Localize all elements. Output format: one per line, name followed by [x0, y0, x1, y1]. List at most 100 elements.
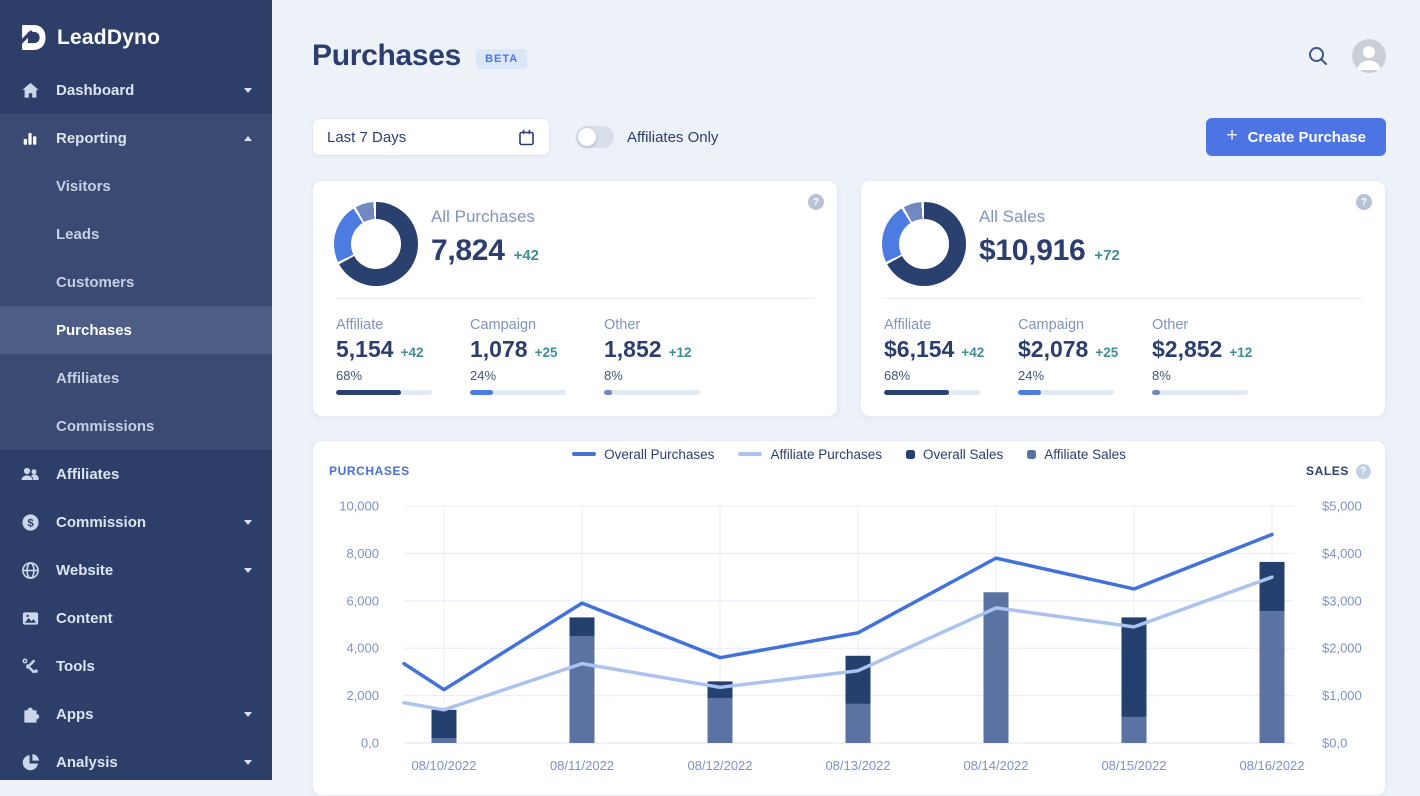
donut-chart [882, 202, 966, 286]
svg-text:08/10/2022: 08/10/2022 [411, 758, 476, 773]
chevron-down-icon [244, 567, 252, 573]
sidebar: LeadDyno Dashboard Reporting Visitors Leads… [0, 0, 272, 780]
sales-help-icon[interactable]: ? [1356, 463, 1371, 479]
breakdown-label: Affiliate [884, 317, 932, 333]
brand-logo[interactable]: LeadDyno [0, 0, 272, 58]
sidebar-item-dashboard[interactable]: Dashboard [0, 66, 272, 114]
brand-name: LeadDyno [57, 25, 161, 49]
breakdown-value: 1,852 [604, 336, 662, 362]
legend-item-overall-sales[interactable]: Overall Sales [906, 447, 1003, 462]
breakdown-progress-fill [470, 390, 494, 395]
legend-item-affiliate-purchases[interactable]: Affiliate Purchases [738, 447, 882, 462]
help-icon[interactable]: ? [808, 194, 824, 210]
breakdown-campaign: Campaign $2,078 +25 24% [1018, 317, 1152, 395]
breakdown-delta: +42 [400, 345, 424, 360]
breakdown-delta: +12 [1229, 345, 1253, 360]
svg-text:08/12/2022: 08/12/2022 [687, 758, 752, 773]
sidebar-item-website[interactable]: Website [0, 546, 272, 594]
breakdown-progress-bar [1152, 390, 1248, 395]
svg-text:08/16/2022: 08/16/2022 [1239, 758, 1304, 773]
chevron-down-icon [244, 711, 252, 717]
date-range-picker[interactable]: Last 7 Days [312, 118, 550, 156]
affiliates-only-label: Affiliates Only [627, 128, 719, 146]
donut-chart [334, 202, 418, 286]
legend-swatch [1027, 449, 1037, 459]
breakdown-progress-bar [470, 390, 566, 395]
breakdown-progress-bar [336, 390, 432, 395]
pie-icon [20, 752, 40, 772]
sidebar-item-reporting[interactable]: Reporting [0, 114, 272, 162]
right-axis-title: SALES ? [1306, 463, 1371, 479]
sidebar-subitem-label: Visitors [56, 177, 111, 195]
help-icon[interactable]: ? [1356, 194, 1372, 210]
sidebar-item-commissions[interactable]: Commissions [0, 402, 272, 450]
breakdown-label: Affiliate [336, 317, 384, 333]
svg-text:4,000: 4,000 [346, 641, 379, 656]
svg-text:6,000: 6,000 [346, 593, 379, 608]
breakdown-value: 1,078 [470, 336, 528, 362]
sidebar-item-commission[interactable]: $ Commission [0, 498, 272, 546]
globe-icon [20, 560, 40, 580]
page-title: Purchases [312, 39, 462, 72]
card-delta: +42 [513, 247, 540, 264]
chevron-down-icon [244, 87, 252, 93]
svg-text:$3,000: $3,000 [1322, 593, 1362, 608]
card-breakdown: Affiliate 5,154 +42 68% Campaign 1,078 +25 24% O… [336, 317, 738, 395]
breakdown-other: Other $2,852 +12 8% [1152, 317, 1286, 395]
beta-badge: BETA [476, 49, 528, 69]
filters-bar: Last 7 Days Affiliates Only + Create Pur… [312, 118, 1386, 156]
breakdown-affiliate: Affiliate 5,154 +42 68% [336, 317, 470, 395]
sidebar-item-customers[interactable]: Customers [0, 258, 272, 306]
sidebar-item-label: Analysis [56, 753, 118, 771]
breakdown-progress-bar [884, 390, 980, 395]
legend-item-overall-purchases[interactable]: Overall Purchases [572, 447, 714, 462]
legend-label: Overall Purchases [604, 446, 715, 462]
sidebar-subitem-label: Customers [56, 273, 135, 291]
left-axis-title: PURCHASES [329, 464, 410, 478]
sidebar-item-content[interactable]: Content [0, 594, 272, 642]
legend-swatch [738, 452, 763, 456]
sidebar-item-label: Affiliates [56, 465, 120, 483]
plus-icon: + [1226, 125, 1238, 146]
affiliates-only-toggle[interactable] [576, 126, 614, 148]
breakdown-progress-bar [1018, 390, 1114, 395]
sidebar-item-label: Tools [56, 657, 95, 675]
legend-item-affiliate-sales[interactable]: Affiliate Sales [1027, 447, 1126, 462]
leaddyno-logo-icon [20, 24, 47, 51]
sidebar-section-reporting: Reporting Visitors Leads Customers Purchases… [0, 114, 272, 450]
svg-text:08/11/2022: 08/11/2022 [550, 758, 614, 773]
card-breakdown: Affiliate $6,154 +42 68% Campaign $2,078 +25 24… [884, 317, 1286, 395]
search-icon[interactable] [1306, 44, 1330, 68]
card-value: 7,824 [431, 234, 505, 267]
stat-card-all-sales: ? All Sales $10,916 +72 Affiliate $6,154 +42 68… [860, 180, 1386, 417]
breakdown-percent: 8% [1152, 368, 1171, 383]
sidebar-item-label: Apps [56, 705, 94, 723]
sidebar-item-affiliates[interactable]: Affiliates [0, 450, 272, 498]
sidebar-item-label: Commission [56, 513, 147, 531]
sidebar-item-affiliates[interactable]: Affiliates [0, 354, 272, 402]
sidebar-item-apps[interactable]: Apps [0, 690, 272, 738]
chart-card: PURCHASES SALES ? Overall Purchases Affil… [312, 440, 1386, 796]
breakdown-progress-fill [336, 390, 402, 395]
chevron-up-icon [244, 135, 252, 141]
sidebar-subitem-label: Leads [56, 225, 100, 243]
create-purchase-button[interactable]: + Create Purchase [1206, 118, 1386, 156]
breakdown-other: Other 1,852 +12 8% [604, 317, 738, 395]
breakdown-value: $2,078 [1018, 336, 1089, 362]
chevron-down-icon [244, 519, 252, 525]
svg-text:$0,0: $0,0 [1322, 736, 1347, 751]
sidebar-item-analysis[interactable]: Analysis [0, 738, 272, 786]
breakdown-label: Other [604, 317, 641, 333]
sidebar-item-visitors[interactable]: Visitors [0, 162, 272, 210]
stat-card-all-purchases: ? All Purchases 7,824 +42 Affiliate 5,154 +42 6… [312, 180, 838, 417]
legend-swatch [906, 449, 915, 459]
avatar[interactable] [1352, 39, 1386, 73]
sidebar-item-leads[interactable]: Leads [0, 210, 272, 258]
card-title: All Sales [979, 207, 1046, 226]
sidebar-subitem-label: Purchases [56, 321, 132, 339]
breakdown-percent: 68% [336, 368, 363, 383]
svg-text:$2,000: $2,000 [1322, 641, 1362, 656]
sidebar-item-purchases[interactable]: Purchases [0, 306, 272, 354]
home-icon [20, 80, 40, 100]
sidebar-item-tools[interactable]: Tools [0, 642, 272, 690]
